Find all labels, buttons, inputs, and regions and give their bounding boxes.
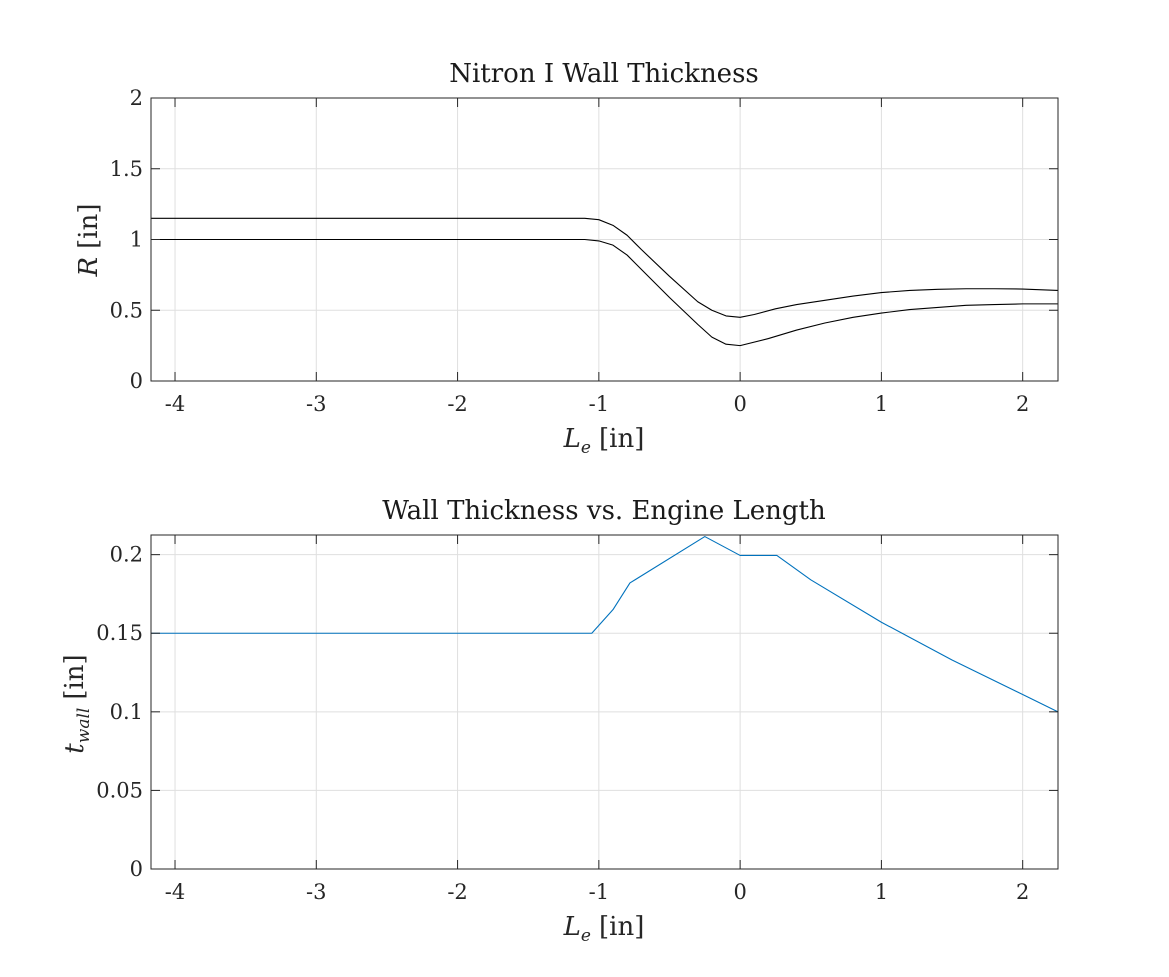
x-axis-label: Le [in] [563, 912, 645, 946]
x-tick-label: 0 [733, 392, 746, 416]
y-tick-label: 0.1 [110, 700, 143, 724]
x-tick-label: -1 [589, 880, 609, 904]
y-tick-label: 0.15 [96, 621, 143, 645]
y-tick-label: 0 [130, 369, 143, 393]
x-tick-label: 2 [1016, 880, 1029, 904]
plot-title: Nitron I Wall Thickness [449, 59, 759, 89]
axes-frame [150, 534, 1059, 870]
series-line-1 [151, 238, 1058, 347]
x-tick-label: -2 [447, 880, 467, 904]
y-axis-label: R[in] [74, 204, 104, 278]
x-tick-label: 0 [733, 880, 746, 904]
y-tick-label: 0 [130, 857, 143, 881]
x-tick-label: -2 [447, 392, 467, 416]
y-axis-label: twall[in] [60, 654, 94, 753]
y-tick-label: 0.5 [110, 298, 143, 322]
plot-wall-thickness: -4 -3 -2 -1 0 1 2 0 0.05 0.1 0.15 0.2 Wall Thicknes… [60, 496, 1059, 946]
x-tick-label: 1 [875, 880, 888, 904]
x-tick-label: -4 [165, 392, 185, 416]
x-tick-label: -1 [589, 392, 609, 416]
series-line-2 [151, 217, 1059, 318]
y-tick-label: 0.05 [96, 778, 143, 802]
x-tick-label: 2 [1016, 392, 1029, 416]
y-tick-label: 0.2 [110, 543, 143, 567]
x-tick-label: -4 [165, 880, 185, 904]
x-tick-label: -3 [306, 880, 326, 904]
series-line-1 [151, 536, 1059, 713]
plot-radius-profile: -4 -3 -2 -1 0 1 2 0 0.5 1 1.5 2 Nitron I Wall Thick… [74, 59, 1059, 458]
x-tick-label: 1 [875, 392, 888, 416]
y-tick-label: 2 [130, 86, 143, 110]
plot-title: Wall Thickness vs. Engine Length [382, 496, 826, 526]
y-tick-label: 1.5 [110, 157, 143, 181]
x-axis-label: Le [in] [563, 424, 645, 458]
y-tick-label: 1 [130, 228, 143, 252]
x-tick-label: -3 [306, 392, 326, 416]
